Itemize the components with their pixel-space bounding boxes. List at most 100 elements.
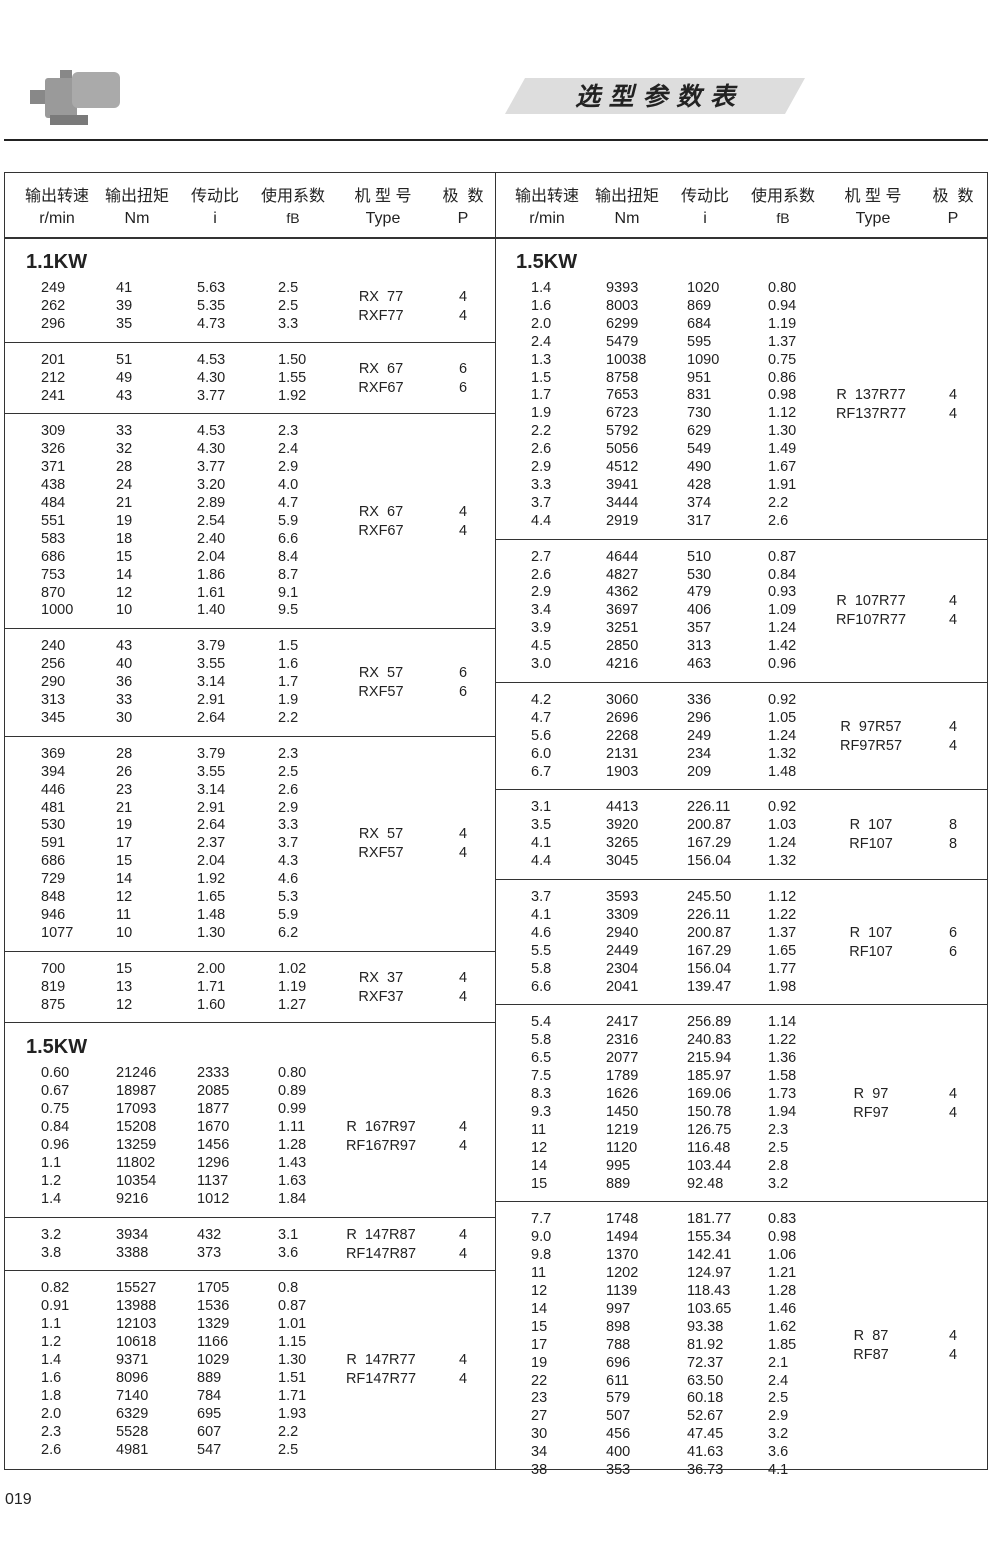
- cell: 2.91: [197, 799, 226, 816]
- group-separator: [495, 879, 987, 880]
- cell: 432: [197, 1226, 222, 1243]
- column-header: 使用系数: [260, 188, 326, 205]
- cell: 245.50: [687, 889, 732, 905]
- cell: 27: [531, 1408, 548, 1425]
- cell: 373: [197, 1244, 222, 1261]
- poles: 4: [458, 845, 468, 862]
- group-separator: [495, 539, 987, 540]
- poles: 4: [948, 737, 958, 754]
- cell: 5.9: [278, 906, 299, 923]
- cell: 4.7: [531, 709, 552, 726]
- group-separator: [5, 342, 495, 343]
- cell: 6.0: [531, 745, 552, 762]
- cell: 3.6: [278, 1244, 299, 1261]
- cell: 15208: [116, 1119, 157, 1136]
- column-unit: i: [213, 210, 217, 227]
- cell: 326: [41, 441, 66, 458]
- cell: 2.5: [278, 297, 299, 314]
- poles: 4: [458, 522, 468, 539]
- cell: 200.87: [687, 817, 732, 834]
- cell: 12103: [116, 1316, 157, 1333]
- cell: 2.40: [197, 530, 226, 547]
- cell: 4.6: [531, 924, 552, 941]
- cell: 103.44: [687, 1157, 732, 1174]
- gear-motor-icon: [30, 70, 120, 125]
- cell: 1090: [687, 351, 720, 368]
- cell: 3.20: [197, 477, 226, 494]
- section-title: 1.1KW: [26, 251, 88, 273]
- cell: 4.7: [278, 495, 299, 511]
- poles: 6: [948, 924, 958, 941]
- cell: 0.93: [768, 584, 797, 601]
- cell: 3.14: [197, 674, 226, 691]
- cell: 0.89: [278, 1083, 307, 1100]
- cell: 1.12: [768, 889, 797, 905]
- model-type: RF87: [853, 1346, 889, 1363]
- section-title: 1.5KW: [516, 251, 578, 273]
- cell: 226.11: [687, 906, 731, 923]
- header-rule: [4, 139, 988, 141]
- cell: 0.92: [768, 799, 797, 816]
- cell: 41: [116, 280, 133, 296]
- cell: 2449: [606, 942, 639, 959]
- cell: 11: [531, 1121, 547, 1138]
- model-type: RF107R77: [835, 612, 907, 629]
- cell: 47.45: [687, 1426, 724, 1443]
- cell: 2417: [606, 1014, 639, 1031]
- panel-divider: [495, 172, 496, 1469]
- page-title: 选 型 参 数 表: [575, 82, 738, 111]
- cell: 6.6: [531, 978, 552, 995]
- poles: 4: [458, 1119, 468, 1135]
- cell: 1.5: [531, 369, 552, 386]
- cell: 2.2: [531, 423, 552, 440]
- cell: 49: [116, 369, 133, 386]
- cell: 22: [531, 1372, 548, 1389]
- poles: 4: [458, 969, 468, 986]
- cell: 19: [116, 512, 133, 529]
- cell: 1.05: [768, 709, 797, 726]
- model-type: RF97: [853, 1104, 889, 1121]
- cell: 446: [41, 781, 66, 798]
- cell: 317: [687, 512, 712, 529]
- model-type: RF147R87: [345, 1245, 417, 1262]
- cell: 296: [41, 315, 66, 332]
- cell: 2041: [606, 978, 639, 995]
- cell: 139.47: [687, 978, 732, 995]
- cell: 4.4: [531, 512, 552, 529]
- cell: 92.48: [687, 1175, 724, 1192]
- cell: 1.32: [768, 853, 797, 870]
- model-type: RXF77: [358, 307, 404, 324]
- cell: 181.77: [687, 1211, 732, 1228]
- cell: 13259: [116, 1137, 157, 1153]
- cell: 4.73: [197, 315, 226, 332]
- cell: 1748: [606, 1211, 639, 1228]
- cell: 2.2: [768, 494, 789, 511]
- cell: 1456: [197, 1137, 230, 1153]
- cell: 1.2: [41, 1172, 62, 1189]
- cell: 2333: [197, 1065, 230, 1082]
- cell: 2.4: [278, 441, 299, 458]
- cell: 2.0: [41, 1405, 62, 1422]
- model-type: RX 57: [358, 826, 404, 843]
- cell: 8.4: [278, 548, 299, 565]
- cell: 4.0: [278, 477, 299, 494]
- model-type: R 97R57: [840, 718, 902, 735]
- cell: 8.7: [278, 566, 299, 583]
- column-header: 使用系数: [750, 188, 816, 205]
- cell: 695: [197, 1405, 222, 1422]
- cell: 15: [531, 1318, 548, 1335]
- cell: 353: [606, 1462, 631, 1478]
- group-separator: [495, 1004, 987, 1005]
- cell: 296: [687, 709, 712, 726]
- cell: 249: [41, 280, 66, 296]
- cell: 2.7: [531, 548, 552, 565]
- cell: 1.60: [197, 996, 226, 1013]
- cell: 1.32: [768, 745, 797, 762]
- poles: 4: [948, 1085, 958, 1102]
- cell: 4413: [606, 799, 639, 816]
- page-number: 019: [5, 1491, 32, 1508]
- cell: 507: [606, 1408, 631, 1425]
- cell: 784: [197, 1387, 222, 1404]
- cell: 583: [41, 530, 66, 547]
